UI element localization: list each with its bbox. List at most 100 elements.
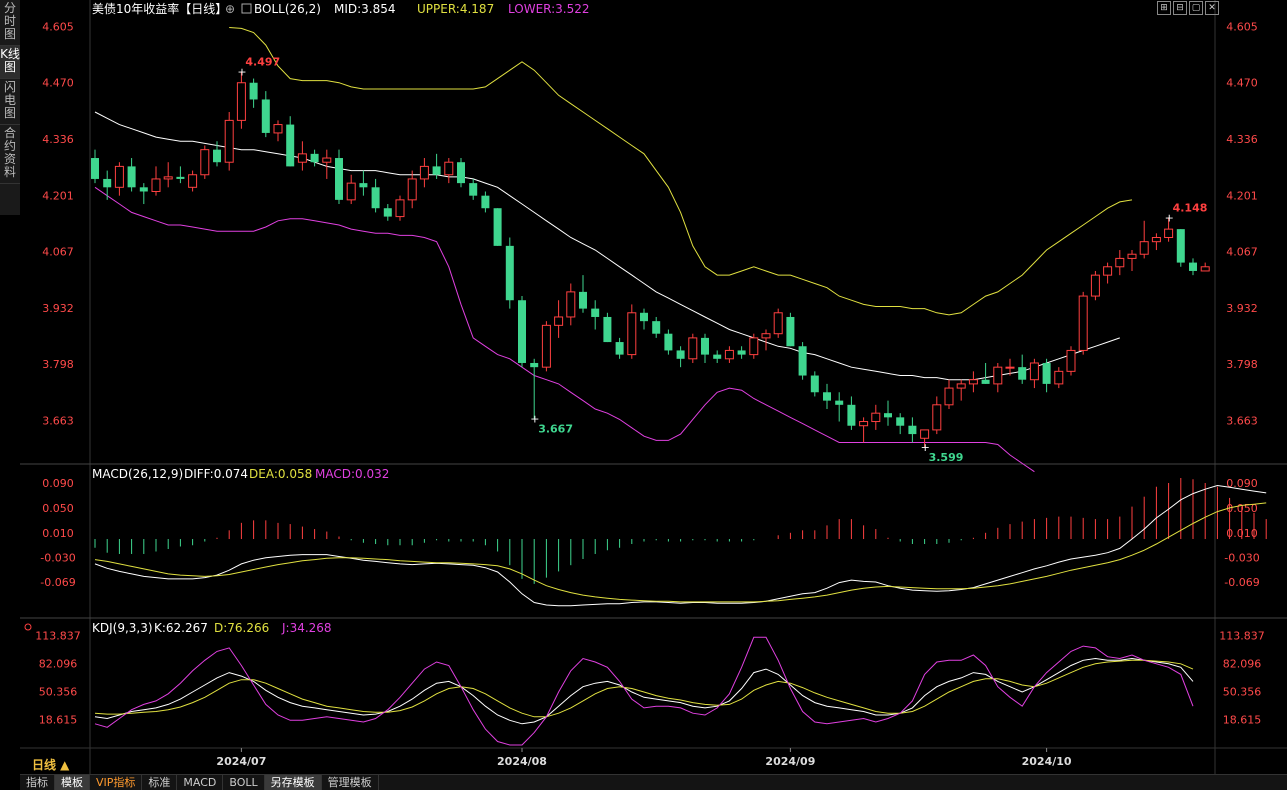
candle-body-down	[176, 176, 185, 179]
candle-body-down	[908, 425, 917, 435]
bottom-tab-0[interactable]: 指标	[20, 775, 55, 790]
candle-body-down	[286, 124, 295, 167]
x-tick-label: 2024/07	[216, 755, 266, 768]
bottom-tab-6[interactable]: 另存模板	[264, 775, 322, 790]
y-tick-label-left: 3.798	[42, 358, 74, 371]
candle-body-up	[993, 366, 1003, 385]
candle-body-down	[981, 379, 990, 384]
chart-canvas[interactable]: 4.605 4.605 4.470 4.470 4.336 4.336 4.201 4.201…	[20, 0, 1287, 774]
y-tick-label-left: 0.050	[42, 502, 74, 515]
extreme-value-label: 4.148	[1173, 201, 1208, 214]
candle-body-up	[554, 316, 564, 326]
candle-body-up	[114, 165, 124, 188]
bottom-tab-4[interactable]: MACD	[177, 775, 224, 790]
y-tick-label-left: 3.932	[42, 302, 74, 315]
candle-body-down	[371, 187, 380, 209]
y-tick-label-left: 4.336	[42, 133, 74, 146]
candle-body-up	[419, 165, 429, 180]
left-tab-3[interactable]: 合约资料	[0, 125, 20, 184]
candle-body-up	[1066, 349, 1076, 372]
candle-body-down	[603, 316, 612, 343]
y-tick-label-left: 82.096	[39, 658, 78, 671]
bottom-tab-5[interactable]: BOLL	[223, 775, 265, 790]
candle-body-up	[932, 404, 942, 431]
y-tick-label-right: 3.932	[1226, 302, 1258, 315]
y-tick-label-right: 18.615	[1223, 714, 1262, 727]
candle-body-down	[786, 316, 795, 347]
left-tab-1[interactable]: K线图	[0, 46, 20, 79]
candle-body-up	[1029, 362, 1039, 381]
left-tab-0[interactable]: 分时图	[0, 0, 20, 46]
period-selector[interactable]: 日线 ▲	[32, 758, 70, 772]
macd-diff-label: DIFF:0.074	[184, 467, 248, 481]
candle-body-up	[273, 124, 283, 134]
boll-indicator-name: BOLL(26,2)	[254, 2, 321, 16]
kdj-d-line	[94, 659, 1194, 718]
bottom-tab-7[interactable]: 管理模板	[322, 775, 379, 790]
candle-body-down	[310, 153, 319, 163]
candle-body-down	[530, 362, 539, 368]
left-view-tabs: 分时图 K线图 闪电图 合约资料	[0, 0, 20, 215]
macd-value-label: MACD:0.032	[315, 467, 389, 481]
candle-body-up	[773, 312, 783, 335]
y-tick-label-right: 82.096	[1223, 658, 1262, 671]
close-icon[interactable]: ✕	[1205, 1, 1219, 15]
candle-body-up	[444, 161, 454, 176]
candle-body-up	[1200, 266, 1210, 272]
candle-body-up	[1151, 237, 1161, 243]
boll-mid-label: MID:3.854	[334, 2, 396, 16]
kdj-j-label: J:34.268	[281, 621, 332, 635]
candle-body-down	[359, 183, 368, 188]
boll-mid-line	[94, 111, 1120, 381]
candle-body-up	[297, 153, 307, 163]
settings-icon: ⊕	[225, 2, 235, 16]
y-tick-label-right: 3.663	[1226, 414, 1258, 427]
candle-body-up	[724, 349, 734, 360]
candle-body-down	[847, 404, 856, 426]
y-tick-label-left: 4.201	[42, 189, 74, 202]
bottom-tab-2[interactable]: VIP指标	[90, 775, 143, 790]
candle-body-up	[395, 199, 405, 218]
grid-icon[interactable]: ⊞	[1157, 1, 1171, 15]
candle-body-down	[835, 400, 844, 405]
candle-body-up	[1005, 366, 1015, 369]
boll-lower-line	[94, 186, 1035, 473]
extreme-value-label: 4.497	[245, 55, 280, 68]
y-tick-label-right: -0.030	[1224, 552, 1259, 565]
candle-body-up	[151, 178, 161, 192]
candle-body-down	[91, 158, 99, 179]
chart-toolbar: ⊞ ⊟ ▢ ✕	[1157, 1, 1219, 15]
candle-body-down	[481, 195, 490, 209]
marker-cross: +	[921, 441, 930, 454]
chart-title: 美债10年收益率【日线】	[92, 1, 227, 16]
layout-icon[interactable]: ⊟	[1173, 1, 1187, 15]
left-tab-2[interactable]: 闪电图	[0, 79, 20, 125]
y-tick-label-left: 0.090	[42, 477, 74, 490]
candle-body-up	[224, 119, 234, 163]
candle-body-down	[810, 375, 819, 393]
window-icon[interactable]: ▢	[1189, 1, 1203, 15]
y-tick-label-right: 113.837	[1219, 630, 1265, 643]
candle-body-down	[1176, 229, 1185, 263]
y-tick-label-left: -0.030	[40, 552, 75, 565]
marker-cross: +	[530, 413, 539, 426]
extreme-value-label: 3.667	[538, 423, 573, 436]
candle-body-up	[1090, 274, 1100, 297]
candle-body-up	[761, 333, 771, 339]
candle-body-up	[1115, 257, 1125, 268]
macd-dea-label: DEA:0.058	[249, 467, 312, 481]
candle-body-down	[652, 321, 661, 334]
boll-upper-line	[229, 27, 1133, 316]
bottom-tab-1[interactable]: 模板	[55, 775, 90, 790]
candle-body-up	[188, 174, 198, 188]
candle-body-down	[676, 350, 685, 359]
candle-body-up	[566, 291, 576, 318]
kdj-j-line	[94, 636, 1194, 746]
y-tick-label-left: 3.663	[42, 414, 74, 427]
candle-body-down	[518, 300, 526, 363]
candle-body-up	[1078, 295, 1088, 351]
y-tick-label-left: 50.356	[39, 686, 78, 699]
y-tick-label-left: -0.069	[40, 576, 75, 589]
bottom-tab-3[interactable]: 标准	[142, 775, 178, 790]
y-tick-label-right: 3.798	[1226, 358, 1258, 371]
